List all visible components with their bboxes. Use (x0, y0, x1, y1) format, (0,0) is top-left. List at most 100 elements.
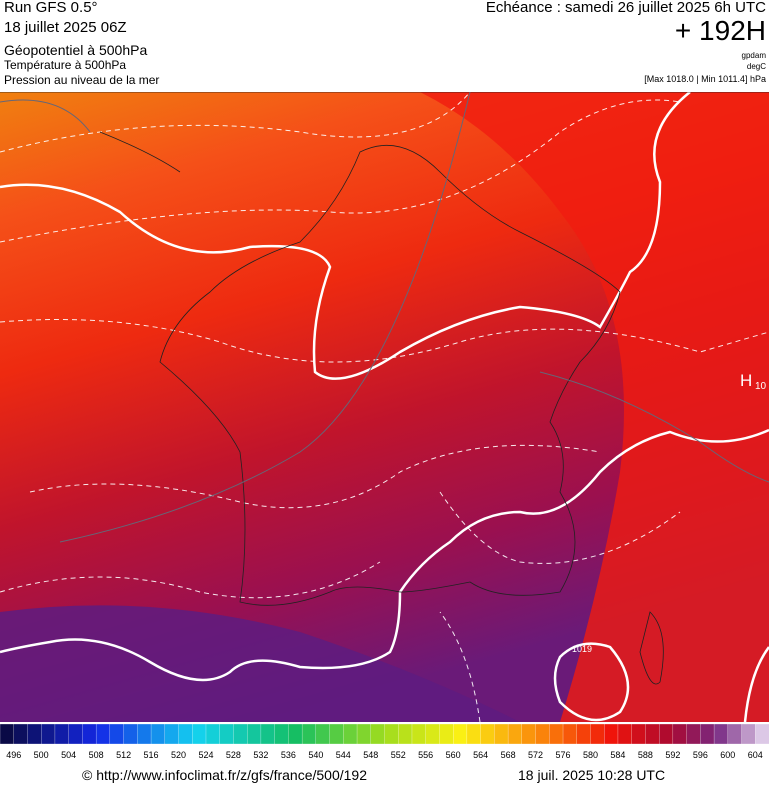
colorbar-swatch (260, 724, 276, 745)
colorbar-label: 592 (665, 750, 680, 760)
colorbar-label: 528 (226, 750, 241, 760)
colorbar-swatch (123, 724, 138, 745)
colorbar-swatch (480, 724, 496, 745)
isobar-label: 1019 (572, 644, 592, 654)
field-label: Pression au niveau de la mer (4, 73, 160, 87)
colorbar-swatch (247, 724, 262, 745)
colorbar-label: 560 (446, 750, 461, 760)
forecast-time: Echéance : samedi 26 juillet 2025 6h UTC (485, 0, 766, 16)
colorbar-swatch (68, 724, 84, 745)
colorbar-swatch (178, 724, 193, 745)
colorbar-swatch (27, 724, 42, 745)
colorbar: 496 500 504 508 512 516 520 524 528 532 536 540 544 5… (0, 724, 769, 760)
colorbar-swatch (82, 724, 97, 745)
colorbar-label: 556 (418, 750, 433, 760)
colorbar-swatch (494, 724, 509, 745)
colorbar-label: 576 (556, 750, 571, 760)
colorbar-label: 540 (308, 750, 323, 760)
colorbar-swatch (109, 724, 125, 745)
colorbar-label: 596 (693, 750, 708, 760)
colorbar-swatch (274, 724, 290, 745)
colorbar-swatch (315, 724, 331, 745)
source-url: © http://www.infoclimat.fr/z/gfs/france/… (82, 767, 367, 783)
colorbar-swatch (384, 724, 399, 745)
pressure-lines (0, 92, 769, 543)
unit: degC (746, 62, 766, 71)
colorbar-swatch (301, 724, 317, 745)
colorbar-label: 548 (363, 750, 378, 760)
colorbar-swatch (329, 724, 344, 745)
colorbar-label: 552 (391, 750, 406, 760)
colorbar-swatch (150, 724, 166, 745)
high-pressure-value: 10 (755, 381, 767, 392)
unit: gpdam (741, 51, 766, 60)
colorbar-label: 588 (638, 750, 653, 760)
colorbar-swatch (507, 724, 523, 745)
colorbar-swatch (0, 724, 15, 745)
colorbar-swatch (658, 724, 674, 745)
colorbar-swatch (686, 724, 701, 745)
colorbar-label: 600 (720, 750, 735, 760)
colorbar-swatch (562, 724, 578, 745)
colorbar-swatch (425, 724, 441, 745)
colorbar-swatch (755, 724, 769, 745)
map: H 10 1019 (0, 92, 769, 722)
colorbar-swatch (617, 724, 633, 745)
colorbar-label: 508 (89, 750, 104, 760)
colorbar-swatch (549, 724, 564, 745)
run-title: Run GFS 0.5° (4, 0, 98, 16)
colorbar-swatch (205, 724, 221, 745)
colorbar-swatch (521, 724, 537, 745)
colorbar-label: 516 (144, 750, 159, 760)
field-label: Température à 500hPa (4, 58, 127, 72)
colorbar-swatch (233, 724, 248, 745)
colorbar-swatch (631, 724, 647, 745)
colorbar-label: 584 (610, 750, 625, 760)
colorbar-label: 580 (583, 750, 598, 760)
colorbar-label: 604 (748, 750, 763, 760)
colorbar-label: 512 (116, 750, 131, 760)
colorbar-label: 572 (528, 750, 543, 760)
colorbar-swatch (356, 724, 372, 745)
colorbar-swatch (288, 724, 303, 745)
colorbar-swatch (700, 724, 715, 745)
colorbar-label: 524 (198, 750, 213, 760)
colorbar-swatch (466, 724, 482, 745)
colorbar-label: 536 (281, 750, 296, 760)
colorbar-label: 564 (473, 750, 488, 760)
colorbar-swatch (576, 724, 592, 745)
timestamp: 18 juil. 2025 10:28 UTC (518, 767, 666, 783)
colorbar-label: 544 (336, 750, 351, 760)
colorbar-swatch (137, 724, 152, 745)
country-borders (0, 92, 769, 685)
colorbar-swatch (95, 724, 111, 745)
colorbar-swatch (164, 724, 180, 745)
colorbar-swatch (645, 724, 660, 745)
colorbar-swatch (41, 724, 56, 745)
colorbar-label: 520 (171, 750, 186, 760)
colorbar-swatch (411, 724, 427, 745)
temperature-zone (420, 92, 769, 722)
colorbar-label: 504 (61, 750, 76, 760)
run-date: 18 juillet 2025 06Z (4, 19, 127, 36)
forecast-hour: + 192H (674, 15, 766, 46)
colorbar-swatch (219, 724, 235, 745)
colorbar-swatch (398, 724, 413, 745)
colorbar-swatch (604, 724, 619, 745)
colorbar-swatch (453, 724, 468, 745)
field-label: Géopotentiel à 500hPa (4, 42, 148, 58)
colorbar-swatch (741, 724, 756, 745)
colorbar-swatch (439, 724, 454, 745)
colorbar-swatch (13, 724, 29, 745)
colorbar-swatch (672, 724, 688, 745)
colorbar-label: 532 (253, 750, 268, 760)
colorbar-swatch (54, 724, 70, 745)
colorbar-swatch (713, 724, 729, 745)
high-pressure-letter: H (740, 371, 752, 390)
isobars (0, 92, 769, 722)
colorbar-swatch (343, 724, 358, 745)
colorbar-swatch (192, 724, 207, 745)
colorbar-swatch (727, 724, 743, 745)
colorbar-swatch (590, 724, 605, 745)
